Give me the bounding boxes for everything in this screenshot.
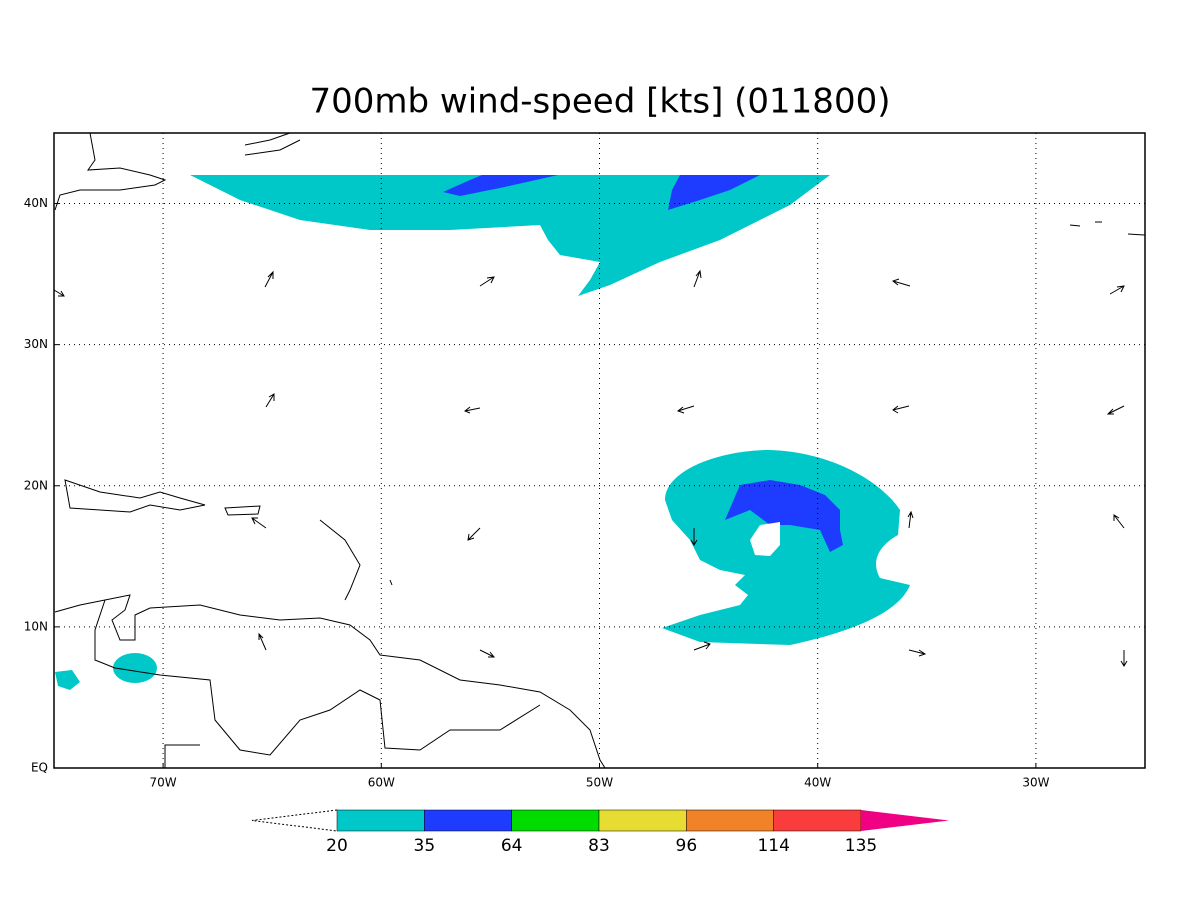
colorbar-label: 114 <box>757 836 789 856</box>
colorbar-label: 135 <box>845 836 877 856</box>
wind-arrow <box>264 270 274 288</box>
wind-contour <box>190 175 830 296</box>
coastline <box>224 505 261 516</box>
coastlines <box>54 132 1146 769</box>
wind-arrow <box>464 406 481 414</box>
wind-arrow <box>251 517 267 529</box>
colorbar-label: 96 <box>676 836 698 856</box>
x-tick-label: 50W <box>586 776 613 790</box>
wind-arrow <box>467 527 481 541</box>
colorbar-label: 83 <box>588 836 610 856</box>
wind-fields <box>55 175 910 690</box>
wind-arrow <box>676 405 695 414</box>
colorbar-label: 20 <box>326 836 348 856</box>
wind-contour <box>113 653 157 683</box>
wind-arrow <box>1106 405 1125 415</box>
coastline <box>54 132 167 211</box>
wind-contour <box>443 175 558 196</box>
wind-arrow <box>891 278 911 287</box>
colorbar-box <box>686 809 774 832</box>
y-tick-label: 10N <box>24 619 48 633</box>
coastline <box>64 479 206 513</box>
colorbar-box <box>598 809 687 832</box>
y-tick-label: 20N <box>24 478 48 492</box>
y-tick-label: 40N <box>24 196 48 210</box>
wind-arrow <box>693 641 711 651</box>
colorbar-low-triangle <box>251 809 338 832</box>
map-title: 700mb wind-speed [kts] (011800) <box>310 82 891 122</box>
colorbar-box <box>773 809 862 832</box>
wind-arrow <box>907 510 914 529</box>
wind-contour <box>750 522 780 556</box>
wind-contour <box>668 175 760 210</box>
x-tick-label: 30W <box>1022 776 1049 790</box>
wind-arrow <box>1113 514 1125 529</box>
wind-contour <box>725 480 843 552</box>
colorbar-label: 35 <box>414 836 436 856</box>
coastline <box>94 599 541 756</box>
colorbar-box <box>424 809 512 832</box>
wind-arrow <box>693 269 702 288</box>
x-tick-label: 40W <box>804 776 831 790</box>
wind-contour <box>662 450 910 645</box>
y-tick-label: 30N <box>24 337 48 351</box>
coastline <box>244 132 301 156</box>
wind-arrow <box>258 632 267 651</box>
map-frame <box>53 132 1146 769</box>
wind-arrow <box>1109 285 1125 295</box>
coastline <box>319 221 1146 601</box>
x-tick-label: 60W <box>368 776 395 790</box>
coastline <box>164 744 200 768</box>
wind-arrow <box>690 528 698 546</box>
y-tick-label: EQ <box>31 761 48 775</box>
x-tick-label: 70W <box>150 776 177 790</box>
wind-arrow <box>479 649 496 658</box>
wind-arrow <box>479 276 495 287</box>
wind-arrow <box>265 393 275 408</box>
wind-contour <box>55 670 80 690</box>
colorbar-box <box>511 809 600 832</box>
colorbar-high-triangle <box>861 810 949 831</box>
colorbar-label: 64 <box>501 836 523 856</box>
coastline <box>54 594 606 769</box>
wind-arrow <box>892 405 910 414</box>
wind-arrow <box>53 289 65 297</box>
colorbar-box <box>336 809 425 832</box>
wind-arrow <box>908 649 927 657</box>
wind-arrow <box>1120 650 1128 667</box>
wind-vectors <box>53 269 1128 667</box>
